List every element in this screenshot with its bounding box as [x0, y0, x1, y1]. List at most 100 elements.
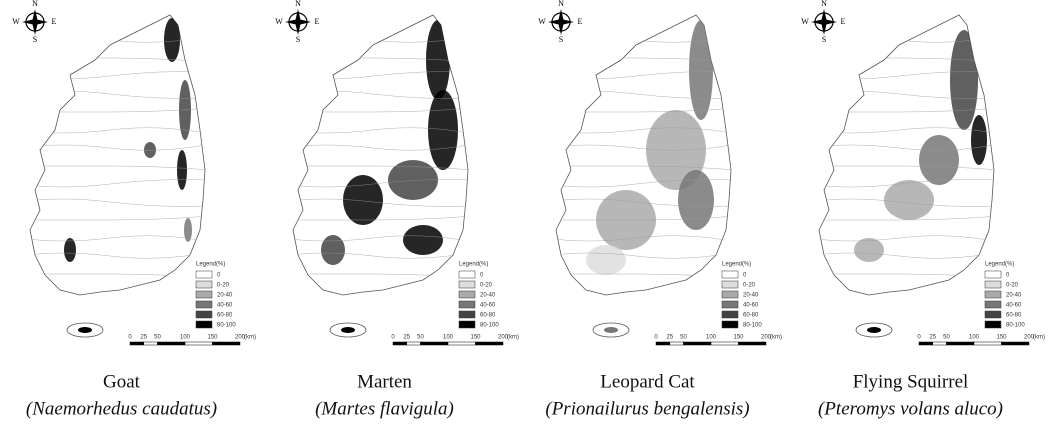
legend-swatch — [459, 301, 475, 308]
compass-n: N — [32, 0, 38, 8]
compass-w: W — [12, 17, 20, 26]
compass-n: N — [821, 0, 827, 8]
compass-n: N — [558, 0, 564, 8]
scale-label: 150 — [733, 335, 744, 341]
habitat-patch — [321, 235, 345, 265]
common-name: Leopard Cat — [600, 371, 695, 392]
scale-label: 150 — [996, 335, 1007, 341]
legend-label: 80-100 — [217, 323, 236, 329]
legend-swatch — [985, 291, 1001, 298]
scale-seg — [407, 342, 421, 345]
habitat-patch — [678, 170, 714, 230]
compass-w: W — [275, 17, 283, 26]
legend-swatch — [985, 281, 1001, 288]
scale-label: 25 — [403, 335, 410, 341]
scale-seg — [393, 342, 407, 345]
legend-label: 80-100 — [480, 323, 499, 329]
scale-label: 50 — [154, 335, 161, 341]
scale-unit: (km) — [1033, 335, 1045, 341]
legend-label: 0-20 — [480, 283, 493, 289]
habitat-patch — [177, 150, 187, 190]
jeju-patch — [867, 327, 881, 333]
habitat-patch — [586, 245, 626, 275]
scale-seg — [933, 342, 947, 345]
legend-label: 0-20 — [1006, 283, 1019, 289]
common-name: Flying Squirrel — [853, 371, 969, 392]
scale-label: 100 — [180, 335, 191, 341]
compass-e: E — [841, 17, 846, 26]
scale-seg — [144, 342, 158, 345]
scale-seg — [185, 342, 213, 345]
scale-label: 25 — [666, 335, 673, 341]
legend-label: 60-80 — [743, 313, 759, 319]
legend-swatch — [722, 271, 738, 278]
scale-label: 0 — [917, 335, 921, 341]
legend-swatch — [459, 291, 475, 298]
legend-swatch — [196, 291, 212, 298]
legend-swatch — [196, 311, 212, 318]
habitat-patch — [428, 90, 458, 170]
compass-s: S — [822, 35, 826, 44]
legend-swatch — [722, 291, 738, 298]
legend-swatch — [196, 281, 212, 288]
scale-seg — [421, 342, 449, 345]
scale-seg — [158, 342, 186, 345]
habitat-patch — [919, 135, 959, 185]
scientific-name: (Naemorhedus caudatus) — [26, 398, 217, 419]
jeju-patch — [341, 327, 355, 333]
legend-swatch — [196, 271, 212, 278]
scale-seg — [711, 342, 739, 345]
common-name: Marten — [357, 371, 412, 392]
compass-e: E — [315, 17, 320, 26]
legend-swatch — [722, 301, 738, 308]
legend-title: Legend(%) — [459, 262, 488, 268]
legend-label: 0 — [480, 273, 484, 279]
compass-star — [285, 9, 311, 35]
legend-label: 20-40 — [1006, 293, 1022, 299]
legend-label: 80-100 — [743, 323, 762, 329]
scientific-name: (Pteromys volans aluco) — [818, 398, 1003, 419]
legend-swatch — [459, 281, 475, 288]
common-name: Goat — [103, 371, 141, 392]
compass-s: S — [296, 35, 300, 44]
legend-label: 20-40 — [480, 293, 496, 299]
habitat-patch — [950, 30, 978, 130]
scale-label: 0 — [654, 335, 658, 341]
legend-label: 0 — [1006, 273, 1010, 279]
map-panel: NSWELegend(%)00-2020-4040-6060-8080-1000… — [801, 0, 1045, 419]
habitat-patch — [388, 160, 438, 200]
legend-label: 20-40 — [743, 293, 759, 299]
legend-swatch — [985, 301, 1001, 308]
scale-label: 150 — [207, 335, 218, 341]
habitat-patch — [689, 20, 713, 120]
scale-label: 150 — [470, 335, 481, 341]
legend-title: Legend(%) — [196, 262, 225, 268]
legend-swatch — [722, 311, 738, 318]
scale-seg — [130, 342, 144, 345]
scale-seg — [947, 342, 975, 345]
legend-title: Legend(%) — [985, 262, 1014, 268]
legend-label: 60-80 — [217, 313, 233, 319]
legend-label: 0-20 — [743, 283, 756, 289]
legend-swatch — [196, 321, 212, 328]
scale-unit: (km) — [244, 335, 256, 341]
compass-star — [548, 9, 574, 35]
compass-s: S — [559, 35, 563, 44]
scale-label: 0 — [128, 335, 132, 341]
legend-label: 0 — [217, 273, 221, 279]
scale-seg — [974, 342, 1002, 345]
habitat-patch — [403, 225, 443, 255]
legend-swatch — [985, 321, 1001, 328]
scale-unit: (km) — [770, 335, 782, 341]
habitat-patch — [164, 18, 180, 62]
scale-label: 50 — [680, 335, 687, 341]
legend-swatch — [722, 321, 738, 328]
habitat-patch — [64, 238, 76, 262]
scale-label: 100 — [969, 335, 980, 341]
figure: NSWELegend(%)00-2020-4040-6060-8080-1000… — [0, 0, 1052, 427]
legend-swatch — [459, 321, 475, 328]
compass-s: S — [33, 35, 37, 44]
habitat-patch — [854, 238, 884, 262]
